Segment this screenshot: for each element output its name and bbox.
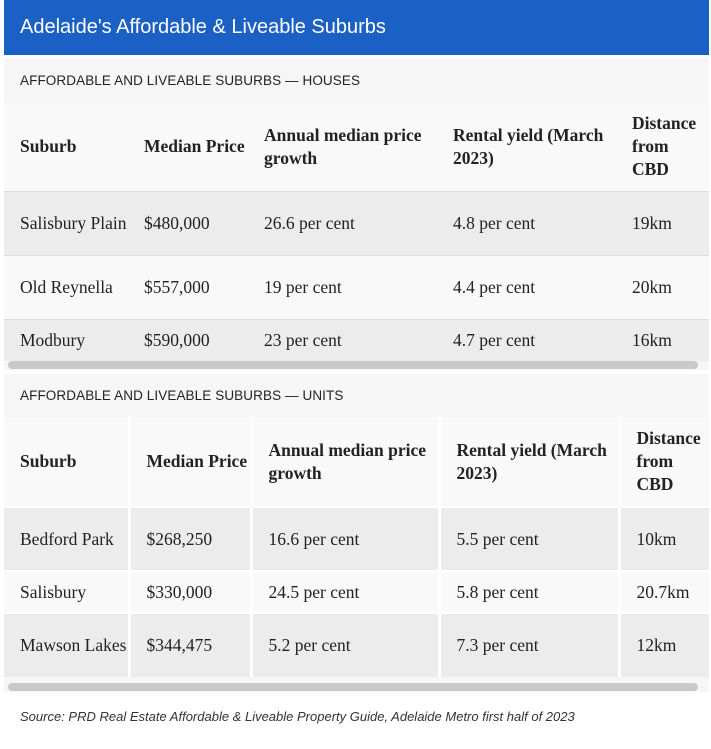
cell-suburb: Old Reynella xyxy=(20,276,113,297)
source-note: Source: PRD Real Estate Affordable & Liv… xyxy=(20,709,575,724)
cell-rental-yield: 5.5 per cent xyxy=(439,507,621,571)
houses-horizontal-scrollbar[interactable] xyxy=(8,361,698,369)
cell-annual-growth: 23 per cent xyxy=(264,329,342,350)
units-header-row: Suburb Median Price Annual median price … xyxy=(4,417,709,507)
units-panel: AFFORDABLE AND LIVEABLE SUBURBS — UNITS … xyxy=(4,374,709,692)
table-row: Salisbury $330,000 24.5 per cent 5.8 per… xyxy=(4,571,709,613)
cell-distance: 20km xyxy=(632,276,672,297)
column-header-distance: Distance from CBD xyxy=(636,428,701,494)
table-row: Old Reynella $557,000 19 per cent 4.4 pe… xyxy=(4,255,709,319)
cell-distance: 20.7km xyxy=(636,581,690,602)
cell-median-price: $330,000 xyxy=(129,571,253,613)
cell-rental-yield: 5.8 per cent xyxy=(439,571,621,613)
cell-distance: 12km xyxy=(636,635,677,655)
cell-suburb: Mawson Lakes xyxy=(4,613,131,677)
cell-annual-growth: 24.5 per cent xyxy=(251,571,441,613)
cell-distance: 19km xyxy=(632,212,672,233)
houses-section-title: AFFORDABLE AND LIVEABLE SUBURBS — HOUSES xyxy=(20,73,361,88)
column-header-rental-yield: Rental yield (March 2023) xyxy=(453,124,604,168)
cell-rental-yield: 4.7 per cent xyxy=(453,329,536,350)
houses-table: Suburb Median Price Annual median price … xyxy=(4,103,709,361)
table-row: Mawson Lakes $344,475 5.2 per cent 7.3 p… xyxy=(4,613,709,677)
cell-annual-growth: 5.2 per cent xyxy=(251,613,441,677)
cell-median-price: $344,475 xyxy=(129,613,253,677)
column-header-rental-yield: Rental yield (March 2023) xyxy=(439,417,621,507)
column-header-suburb: Suburb xyxy=(4,417,131,507)
column-header-annual-growth: Annual median price growth xyxy=(251,417,441,507)
cell-median-price: $480,000 xyxy=(144,212,210,233)
cell-annual-growth: 26.6 per cent xyxy=(264,212,355,233)
column-header-suburb: Suburb xyxy=(20,136,77,157)
cell-rental-yield: 4.8 per cent xyxy=(453,212,536,233)
houses-header-row: Suburb Median Price Annual median price … xyxy=(4,103,709,191)
cell-distance: 10km xyxy=(636,528,677,549)
cell-suburb: Salisbury xyxy=(4,571,131,613)
table-row: Salisbury Plain $480,000 26.6 per cent 4… xyxy=(4,191,709,255)
cell-annual-growth: 19 per cent xyxy=(264,276,342,297)
page-title: Adelaide's Affordable & Liveable Suburbs xyxy=(20,16,386,38)
page-header: Adelaide's Affordable & Liveable Suburbs xyxy=(4,0,709,55)
houses-panel: AFFORDABLE AND LIVEABLE SUBURBS — HOUSES… xyxy=(4,58,709,370)
cell-suburb: Bedford Park xyxy=(4,507,131,571)
cell-rental-yield: 4.4 per cent xyxy=(453,276,536,297)
column-header-median-price: Median Price xyxy=(129,417,253,507)
units-horizontal-scrollbar[interactable] xyxy=(8,683,698,691)
column-header-annual-growth: Annual median price growth xyxy=(264,124,422,168)
table-row: Modbury $590,000 23 per cent 4.7 per cen… xyxy=(4,319,709,361)
cell-median-price: $268,250 xyxy=(129,507,253,571)
table-row: Bedford Park $268,250 16.6 per cent 5.5 … xyxy=(4,507,709,571)
units-section-title: AFFORDABLE AND LIVEABLE SUBURBS — UNITS xyxy=(20,388,344,403)
column-header-distance: Distance from CBD xyxy=(632,113,697,180)
cell-rental-yield: 7.3 per cent xyxy=(439,613,621,677)
cell-suburb: Salisbury Plain xyxy=(20,212,127,233)
cell-median-price: $590,000 xyxy=(144,329,210,350)
cell-distance: 16km xyxy=(632,329,672,350)
column-header-median-price: Median Price xyxy=(144,136,245,157)
cell-annual-growth: 16.6 per cent xyxy=(251,507,441,571)
units-table: Suburb Median Price Annual median price … xyxy=(4,417,709,677)
cell-suburb: Modbury xyxy=(20,329,86,350)
cell-median-price: $557,000 xyxy=(144,276,210,297)
